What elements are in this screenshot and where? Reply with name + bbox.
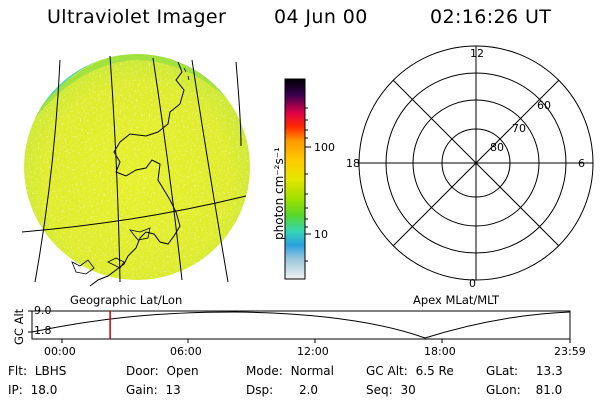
info-gain-value: 13 xyxy=(165,383,181,397)
info-dsp-label: Dsp: xyxy=(246,383,274,397)
timeline-ytick-1-8: 1.8 xyxy=(34,324,52,337)
info-door-value: Open xyxy=(166,364,199,378)
instrument-title: Ultraviolet Imager xyxy=(47,6,227,28)
polar-caption: Apex MLat/MLT xyxy=(413,293,500,307)
colorbar-tick-10: 10 xyxy=(314,228,328,241)
timeline-xtick-1200: 12:00 xyxy=(297,345,329,358)
coastline xyxy=(89,61,185,287)
info-glat-label: GLat: xyxy=(486,364,519,378)
info-flt: Flt: LBHS xyxy=(8,364,66,378)
info-ip-label: IP: xyxy=(8,383,23,397)
info-seq: Seq: 30 xyxy=(366,383,416,397)
timeline-xtick-0000: 00:00 xyxy=(44,345,76,358)
info-mode-label: Mode: xyxy=(246,364,283,378)
info-flt-label: Flt: xyxy=(8,364,27,378)
info-dsp-value: 2.0 xyxy=(298,383,319,397)
colorbar-tick-100: 100 xyxy=(314,141,335,154)
image-time: 02:16:26 UT xyxy=(430,6,552,28)
timeline-ylabel: GC Alt xyxy=(12,308,26,345)
geo-caption: Geographic Lat/Lon xyxy=(70,293,183,307)
info-gain: Gain: 13 xyxy=(126,383,181,397)
timeline-ytick-9: 9.0 xyxy=(34,304,52,317)
info-gc-alt-value: 6.5 Re xyxy=(415,364,454,378)
polar-plot xyxy=(358,45,594,281)
info-mode: Mode: Normal xyxy=(246,364,334,378)
info-ip-value: 18.0 xyxy=(30,383,58,397)
info-seq-value: 30 xyxy=(400,383,416,397)
info-glat: GLat: 13.3 xyxy=(486,364,563,378)
mlt-label-12: 12 xyxy=(470,47,484,60)
info-seq-label: Seq: xyxy=(366,383,393,397)
mlt-label-0: 0 xyxy=(469,277,476,290)
info-ip: IP: 18.0 xyxy=(8,383,57,397)
image-date: 04 Jun 00 xyxy=(274,6,368,28)
color-scale-bar xyxy=(284,78,311,280)
mlat-label-70: 70 xyxy=(512,122,526,135)
timeline-xtick-1800: 18:00 xyxy=(424,345,456,358)
timeline-xtick-0600: 06:00 xyxy=(170,345,202,358)
timeline-xtick-2359: 23:59 xyxy=(554,345,586,358)
mlat-label-80: 80 xyxy=(490,141,504,154)
mlat-label-60: 60 xyxy=(537,99,551,112)
info-gc-alt-label: GC Alt: xyxy=(366,364,408,378)
mlt-label-6: 6 xyxy=(578,157,585,170)
info-glon-label: GLon: xyxy=(486,383,521,397)
info-mode-value: Normal xyxy=(290,364,334,378)
lat-grid xyxy=(21,195,247,233)
info-gain-label: Gain: xyxy=(126,383,158,397)
info-dsp: Dsp: 2.0 xyxy=(246,383,318,397)
info-door-label: Door: xyxy=(126,364,159,378)
altitude-curve xyxy=(31,311,571,339)
mlt-label-18: 18 xyxy=(346,157,360,170)
info-flt-value: LBHS xyxy=(34,364,67,378)
info-door: Door: Open xyxy=(126,364,199,378)
info-glon-value: 81.0 xyxy=(535,383,563,397)
info-glon: GLon: 81.0 xyxy=(486,383,562,397)
info-gc-alt: GC Alt: 6.5 Re xyxy=(366,364,454,378)
info-glat-value: 13.3 xyxy=(535,364,563,378)
